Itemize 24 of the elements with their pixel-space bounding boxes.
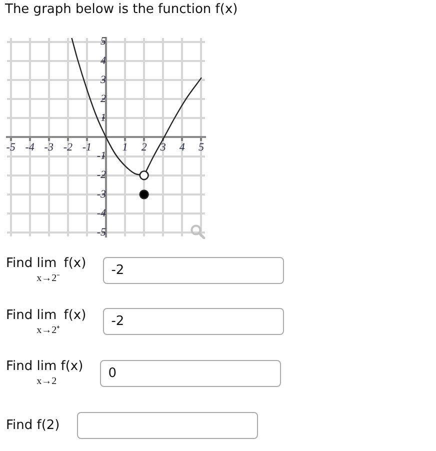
x-tick-label: -1 bbox=[82, 142, 92, 154]
x-tick-label: 2 bbox=[141, 142, 148, 154]
chart-title: The graph below is the function f(x) bbox=[5, 2, 238, 18]
answer-field: 0 bbox=[100, 360, 282, 387]
y-tick-label: -4 bbox=[96, 207, 106, 220]
x-tick-label: 5 bbox=[198, 142, 204, 154]
y-tick-label: -3 bbox=[96, 188, 106, 200]
y-tick-label: 2 bbox=[100, 92, 106, 105]
x-tick-label: -4 bbox=[25, 142, 35, 154]
answer-field: -2 bbox=[103, 308, 284, 336]
y-tick-label: 5 bbox=[100, 36, 106, 48]
x-tick-label: -5 bbox=[6, 142, 16, 154]
answer-field: -2 bbox=[103, 256, 284, 284]
y-tick-label: -5 bbox=[96, 226, 106, 238]
text: Find f(2) bbox=[6, 418, 60, 433]
y-tick-label: -2 bbox=[96, 169, 106, 182]
x-tick-label: 1 bbox=[122, 142, 128, 154]
x-tick-label: -3 bbox=[44, 142, 54, 154]
x-tick-label: 3 bbox=[159, 142, 166, 154]
x-tick-label: -2 bbox=[63, 142, 73, 154]
y-tick-label: -1 bbox=[96, 150, 106, 162]
x-tick-label: 4 bbox=[179, 142, 186, 154]
y-tick-label: 4 bbox=[100, 54, 106, 67]
y-tick-label: 3 bbox=[100, 74, 106, 86]
